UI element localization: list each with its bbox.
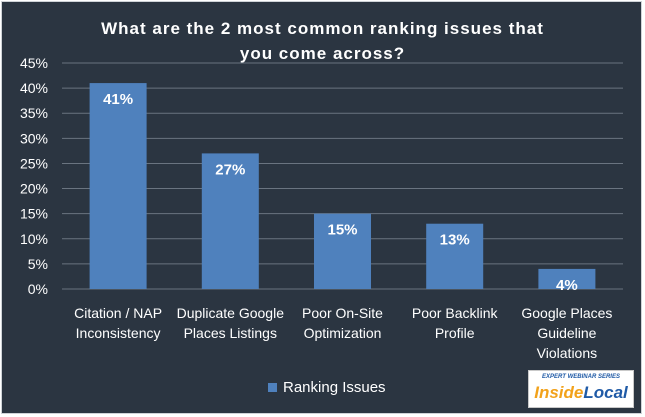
- x-category-label-line: Places Listings: [184, 325, 277, 341]
- y-tick-label: 10%: [20, 231, 48, 247]
- x-axis-category-labels: Citation / NAP Inconsistency Duplicate Goo…: [74, 305, 612, 361]
- x-category-label-line: Poor On-Site: [302, 305, 383, 321]
- y-tick-label: 45%: [20, 55, 48, 71]
- y-axis-tick-labels: 0% 5% 10% 15% 20% 25% 30% 35% 40% 45%: [20, 55, 48, 297]
- x-category-label: Google Places Guideline Violations: [521, 305, 612, 361]
- insidelocal-logo: EXPERT WEBINAR SERIES InsideLocal: [528, 370, 634, 408]
- y-tick-label: 25%: [20, 155, 48, 171]
- bar: [201, 153, 259, 289]
- chart-title-line-2: you come across?: [239, 44, 406, 63]
- x-category-label: Duplicate Google Places Listings: [177, 305, 285, 341]
- x-category-label: Poor On-Site Optimization: [302, 305, 383, 341]
- x-category-label-line: Profile: [435, 325, 475, 341]
- data-labels: 41% 27% 15% 13% 4%: [103, 91, 578, 294]
- x-category-label: Citation / NAP Inconsistency: [74, 305, 162, 341]
- logo-local-text: Local: [583, 383, 628, 402]
- legend-label: Ranking Issues: [283, 378, 386, 396]
- x-category-label-line: Optimization: [304, 325, 382, 341]
- logo-wordmark: InsideLocal: [529, 383, 633, 403]
- bar: [426, 223, 484, 289]
- data-label: 13%: [440, 232, 470, 249]
- y-tick-label: 20%: [20, 181, 48, 197]
- x-category-label-line: Guideline: [537, 325, 596, 341]
- x-category-label-line: Violations: [537, 345, 597, 361]
- legend: Ranking Issues: [268, 378, 386, 396]
- y-tick-label: 30%: [20, 130, 48, 146]
- logo-inside-text: Inside: [534, 383, 584, 402]
- y-tick-label: 5%: [28, 256, 48, 272]
- bar: [538, 268, 596, 289]
- bar: [314, 213, 371, 289]
- bar: [89, 83, 147, 289]
- x-category-label-line: Poor Backlink: [412, 305, 499, 321]
- legend-swatch: [268, 382, 277, 392]
- x-category-label-line: Google Places: [521, 305, 612, 321]
- chart-title-line-1: What are the 2 most common ranking issue…: [101, 19, 544, 38]
- data-label: 4%: [556, 277, 578, 294]
- x-category-label: Poor Backlink Profile: [412, 305, 499, 341]
- data-label: 15%: [327, 222, 357, 239]
- y-tick-label: 40%: [20, 80, 48, 96]
- y-tick-label: 15%: [20, 206, 48, 222]
- data-label: 41%: [103, 91, 133, 108]
- data-label: 27%: [215, 161, 245, 178]
- x-category-label-line: Duplicate Google: [177, 305, 285, 321]
- logo-series-text: EXPERT WEBINAR SERIES: [542, 374, 620, 380]
- gridlines: [62, 62, 623, 290]
- y-tick-label: 0%: [28, 281, 48, 297]
- x-category-label-line: Citation / NAP: [74, 305, 162, 321]
- x-category-label-line: Inconsistency: [76, 325, 161, 341]
- y-tick-label: 35%: [20, 105, 48, 121]
- bars: [89, 83, 596, 289]
